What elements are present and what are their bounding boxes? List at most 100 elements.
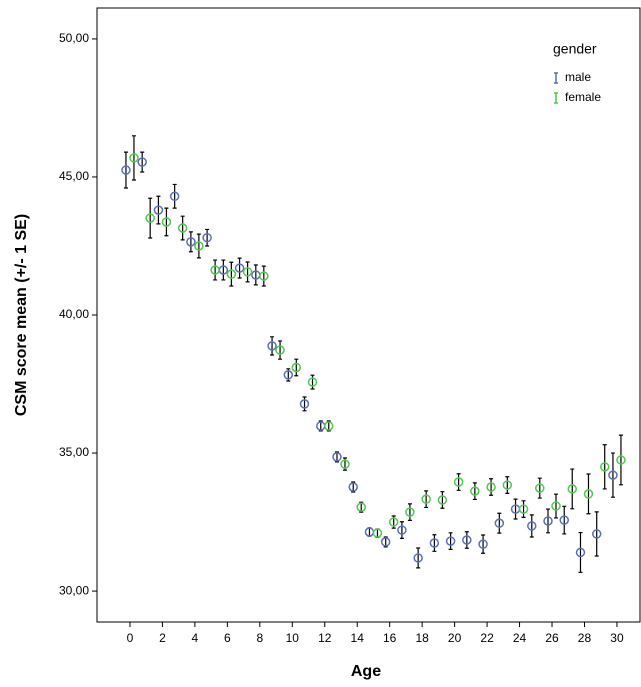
point — [591, 529, 602, 539]
point — [567, 484, 577, 494]
error-bar — [302, 396, 307, 412]
point — [445, 536, 456, 546]
error-bar — [472, 482, 477, 501]
y-tick-label: 30,00 — [59, 583, 89, 597]
point — [129, 153, 139, 163]
error-bar — [140, 151, 145, 173]
error-bar — [497, 512, 502, 534]
point — [413, 553, 423, 563]
error-bar — [562, 505, 567, 535]
point — [397, 525, 407, 535]
error-bar — [375, 528, 380, 538]
point — [283, 370, 294, 380]
plot-frame — [96, 7, 641, 623]
point — [307, 377, 318, 387]
y-tick-label: 35,00 — [59, 445, 89, 459]
x-tick-label: 4 — [192, 631, 199, 645]
point — [226, 269, 237, 279]
x-tick-label: 16 — [383, 631, 397, 645]
point — [470, 486, 480, 496]
point — [186, 237, 196, 247]
point — [502, 480, 513, 490]
error-bar — [131, 135, 136, 181]
error-bar — [456, 473, 461, 491]
point — [421, 494, 431, 504]
error-bar — [221, 259, 226, 281]
y-axis-label: CSM score mean (+/- 1 SE) — [13, 214, 30, 416]
error-bar — [513, 498, 518, 520]
point — [599, 462, 610, 472]
point — [324, 421, 334, 431]
error-bar — [407, 503, 412, 522]
point — [348, 482, 358, 492]
error-bar — [156, 195, 161, 225]
point — [478, 539, 488, 549]
point — [332, 452, 342, 462]
point — [608, 470, 618, 480]
error-bar — [505, 476, 510, 494]
point — [583, 489, 594, 499]
error-bar — [424, 490, 429, 509]
point — [486, 482, 496, 492]
point — [291, 362, 302, 373]
error-bar — [253, 264, 258, 286]
x-tick-label: 26 — [545, 631, 559, 645]
error-bar — [618, 434, 623, 486]
point — [575, 547, 586, 558]
error-bar — [123, 151, 128, 189]
legend-label: female — [565, 90, 601, 104]
error-bar — [529, 514, 534, 538]
error-bar — [537, 477, 542, 499]
legend-title: gender — [553, 41, 597, 57]
point — [340, 459, 350, 469]
point — [388, 517, 399, 527]
x-tick-label: 0 — [127, 631, 134, 645]
legend-swatch — [554, 92, 558, 104]
error-bar — [521, 500, 526, 518]
point — [494, 518, 505, 528]
point — [380, 537, 391, 547]
x-tick-label: 24 — [513, 631, 527, 645]
point — [242, 267, 253, 277]
error-bar — [213, 259, 218, 281]
point — [137, 157, 147, 167]
x-tick-label: 8 — [256, 631, 263, 645]
error-bar — [278, 340, 283, 360]
legend-swatch — [554, 72, 558, 84]
error-bar — [367, 527, 372, 537]
point — [356, 502, 366, 512]
x-tick-label: 6 — [224, 631, 231, 645]
error-bar — [245, 261, 250, 283]
error-bar — [294, 358, 299, 377]
point — [259, 271, 269, 281]
x-tick-label: 20 — [448, 631, 462, 645]
error-bar — [229, 261, 234, 287]
error-bar — [399, 521, 404, 539]
point — [518, 504, 529, 514]
x-tick-label: 12 — [318, 631, 332, 645]
y-tick-label: 45,00 — [59, 169, 89, 183]
point — [153, 205, 164, 215]
error-bar — [481, 534, 486, 554]
error-bar — [180, 215, 185, 241]
x-tick-label: 10 — [286, 631, 300, 645]
error-bar — [610, 452, 615, 498]
error-bar — [172, 183, 177, 209]
point — [234, 263, 245, 273]
point — [267, 341, 277, 351]
point — [462, 535, 472, 545]
error-bar — [570, 468, 575, 510]
point — [527, 521, 537, 531]
error-bar — [448, 532, 453, 550]
point — [535, 483, 545, 493]
error-bar — [188, 231, 193, 253]
error-bar — [546, 508, 551, 534]
error-bar — [464, 531, 469, 549]
point — [543, 516, 553, 526]
point — [169, 191, 180, 202]
point — [616, 455, 626, 465]
error-bar — [594, 511, 599, 557]
error-bar — [554, 493, 559, 519]
point — [559, 515, 569, 525]
point — [145, 213, 155, 223]
